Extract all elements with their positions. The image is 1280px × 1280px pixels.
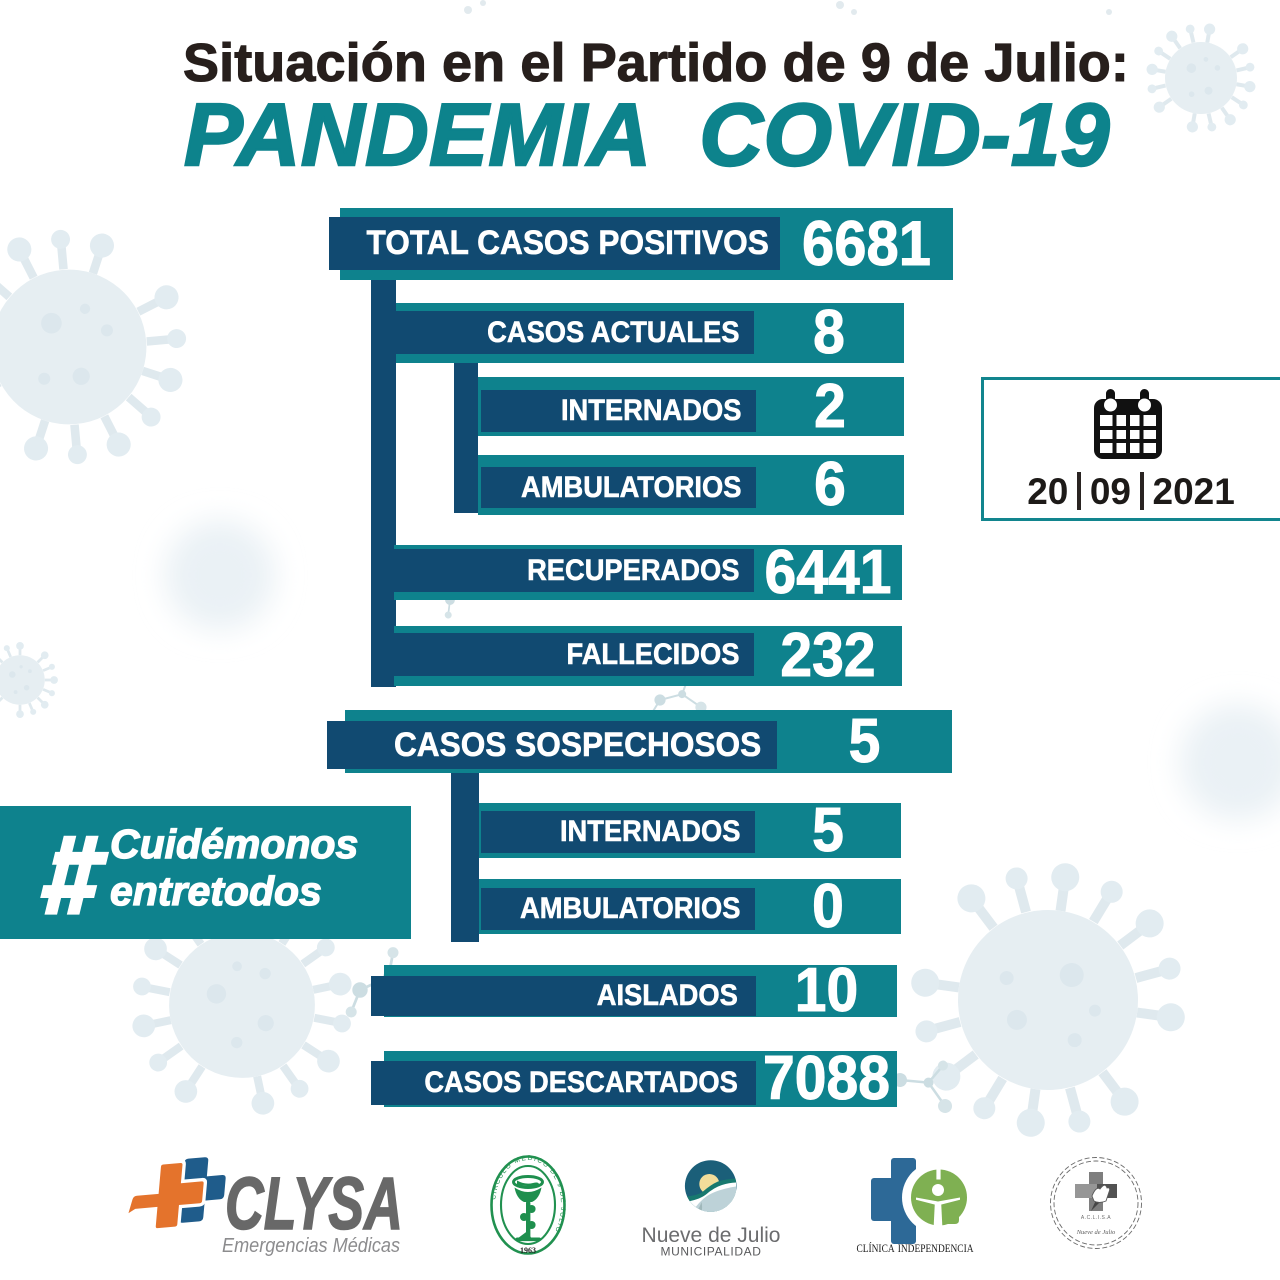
svg-text:MUNICIPALIDAD: MUNICIPALIDAD <box>661 1245 762 1259</box>
svg-text:CLYSA: CLYSA <box>225 1161 403 1245</box>
svg-text:1963: 1963 <box>520 1246 536 1255</box>
svg-text:CLÍNICA INDEPENDENCIA: CLÍNICA INDEPENDENCIA <box>857 1241 975 1255</box>
svg-text:Emergencias Médicas: Emergencias Médicas <box>222 1235 400 1257</box>
svg-text:Nueve de Julio: Nueve de Julio <box>1076 1229 1116 1236</box>
svg-text:A.C.L.I.S.A: A.C.L.I.S.A <box>1081 1215 1111 1221</box>
svg-text:Nueve de Julio: Nueve de Julio <box>642 1224 781 1247</box>
